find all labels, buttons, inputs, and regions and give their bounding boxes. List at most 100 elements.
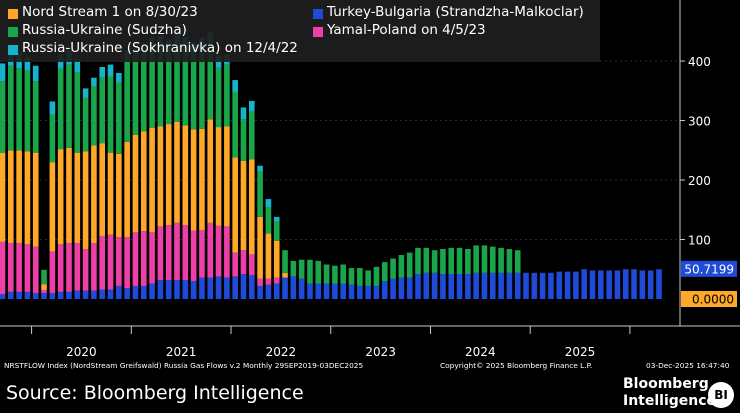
zero-value-tag bbox=[681, 291, 737, 307]
bar-47-series-0 bbox=[390, 278, 396, 299]
bar-58-series-0 bbox=[481, 272, 488, 299]
bar-40-series-0 bbox=[332, 283, 338, 299]
bar-11-series-1 bbox=[91, 243, 97, 291]
bar-50-series-0 bbox=[415, 274, 421, 299]
bar-6-series-2 bbox=[49, 162, 56, 252]
bar-60-series-3 bbox=[498, 247, 504, 273]
x-year-label-2021: 2021 bbox=[166, 345, 197, 359]
bar-75-series-0 bbox=[622, 269, 629, 299]
legend-swatch-nord-stream bbox=[8, 9, 18, 19]
bar-21-series-0 bbox=[174, 279, 180, 299]
bar-37-series-3 bbox=[307, 259, 313, 284]
bar-17-series-2 bbox=[140, 131, 147, 232]
bar-68-series-0 bbox=[564, 271, 571, 299]
bar-73-series-0 bbox=[606, 270, 612, 299]
bar-31-series-3 bbox=[257, 171, 263, 217]
bar-0-series-4 bbox=[0, 63, 6, 82]
bar-27-series-2 bbox=[224, 126, 230, 227]
bar-45-series-0 bbox=[373, 285, 380, 299]
bar-53-series-0 bbox=[440, 274, 446, 299]
bar-14-series-4 bbox=[116, 72, 122, 83]
bar-8-series-2 bbox=[66, 147, 72, 244]
bar-13-series-4 bbox=[107, 64, 114, 77]
bar-58-series-3 bbox=[481, 245, 488, 273]
bar-4-series-3 bbox=[32, 81, 39, 153]
bar-37-series-0 bbox=[307, 283, 313, 299]
bar-65-series-0 bbox=[539, 272, 546, 299]
bar-19-series-3 bbox=[157, 49, 164, 127]
bar-30-series-1 bbox=[249, 254, 255, 276]
bar-76-series-0 bbox=[631, 269, 637, 299]
bar-32-series-4 bbox=[265, 199, 272, 208]
bar-41-series-0 bbox=[340, 283, 347, 299]
bar-67-series-0 bbox=[556, 271, 563, 299]
bar-34-series-3 bbox=[282, 250, 288, 273]
x-year-label-2022: 2022 bbox=[266, 345, 297, 359]
bar-42-series-0 bbox=[348, 284, 355, 299]
bar-5-series-0 bbox=[41, 293, 47, 299]
bar-59-series-3 bbox=[489, 246, 496, 273]
bar-10-series-4 bbox=[82, 88, 89, 98]
bar-34-series-2 bbox=[282, 272, 288, 278]
bar-18-series-0 bbox=[149, 283, 155, 299]
bar-32-series-2 bbox=[265, 233, 272, 279]
bar-7-series-0 bbox=[57, 291, 64, 299]
bar-62-series-3 bbox=[514, 250, 521, 273]
bar-27-series-3 bbox=[224, 64, 230, 127]
bar-3-series-3 bbox=[24, 70, 31, 152]
bar-25-series-1 bbox=[207, 222, 214, 278]
bar-2-series-2 bbox=[16, 150, 22, 244]
bar-8-series-0 bbox=[66, 291, 72, 299]
footer-index-note: NRSTFLOW Index (NordStream Greifswald) R… bbox=[4, 361, 364, 370]
bar-24-series-0 bbox=[199, 277, 205, 299]
bar-6-series-3 bbox=[49, 114, 56, 163]
brand-line-2: Intelligence bbox=[623, 393, 717, 409]
bar-56-series-3 bbox=[465, 249, 471, 275]
bar-5-series-2 bbox=[41, 284, 47, 291]
y-tick-label-300: 300 bbox=[688, 115, 711, 129]
bar-50-series-3 bbox=[415, 247, 421, 275]
bar-13-series-0 bbox=[107, 289, 114, 299]
bar-40-series-3 bbox=[332, 265, 338, 284]
bar-25-series-0 bbox=[207, 277, 214, 299]
bar-5-series-1 bbox=[41, 290, 47, 294]
chart-plot: 100 200 300 400 2020 2021 2022 2023 2024 2025 50… bbox=[0, 0, 740, 359]
bar-29-series-4 bbox=[240, 107, 247, 120]
bar-28-series-1 bbox=[232, 252, 238, 277]
bar-51-series-0 bbox=[423, 272, 430, 299]
legend-label-nord-stream: Nord Stream 1 on 8/30/23 bbox=[22, 4, 198, 20]
bar-6-series-4 bbox=[49, 101, 56, 115]
bar-42-series-3 bbox=[348, 268, 355, 285]
y-tick-label-400: 400 bbox=[688, 55, 711, 69]
bar-7-series-1 bbox=[57, 244, 64, 292]
bar-16-series-1 bbox=[132, 232, 139, 286]
bar-52-series-0 bbox=[431, 272, 438, 299]
bar-17-series-0 bbox=[140, 285, 147, 299]
bar-6-series-0 bbox=[49, 293, 56, 299]
bar-13-series-3 bbox=[107, 76, 114, 153]
bar-9-series-3 bbox=[74, 72, 81, 153]
bar-66-series-0 bbox=[548, 272, 554, 299]
bar-33-series-2 bbox=[273, 240, 280, 278]
bar-33-series-3 bbox=[273, 221, 280, 241]
x-year-label-2023: 2023 bbox=[365, 345, 396, 359]
bar-47-series-3 bbox=[390, 258, 396, 279]
bar-12-series-2 bbox=[99, 143, 106, 236]
bar-22-series-2 bbox=[182, 125, 189, 226]
legend-swatch-yamal bbox=[313, 27, 323, 37]
bar-1-series-1 bbox=[8, 243, 14, 292]
bar-5-series-3 bbox=[41, 269, 47, 285]
bar-12-series-0 bbox=[99, 289, 106, 299]
bar-31-series-2 bbox=[257, 216, 263, 279]
source-note: Source: Bloomberg Intelligence bbox=[6, 382, 304, 404]
bar-0-series-2 bbox=[0, 152, 6, 242]
bar-38-series-0 bbox=[315, 283, 322, 299]
bar-9-series-2 bbox=[74, 152, 81, 244]
bar-11-series-0 bbox=[91, 290, 97, 299]
bar-39-series-0 bbox=[323, 283, 330, 299]
bar-17-series-1 bbox=[140, 231, 147, 286]
bar-3-series-4 bbox=[24, 57, 31, 71]
bar-21-series-3 bbox=[174, 46, 180, 122]
bar-31-series-0 bbox=[257, 285, 263, 299]
